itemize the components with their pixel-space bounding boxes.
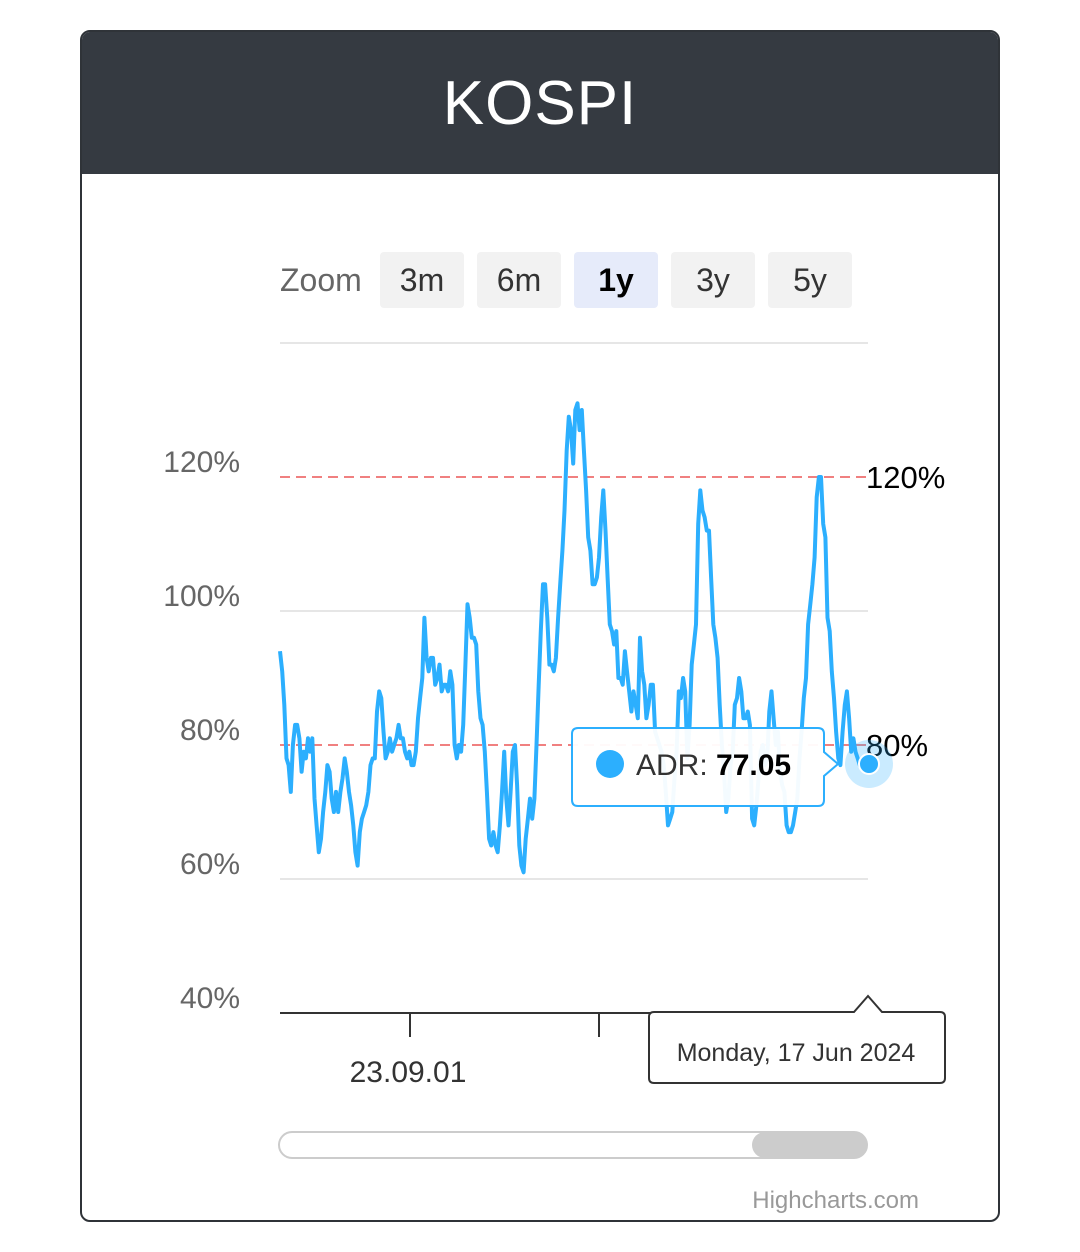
tooltip-series-name: ADR — [636, 749, 699, 782]
value-tooltip: ADR: 77.05 — [571, 727, 840, 807]
zoom-button-label: 3y — [696, 262, 730, 298]
y-tick-label: 120% — [163, 446, 240, 479]
tooltip-box — [571, 727, 840, 807]
tooltip-value: 77.05 — [716, 749, 791, 782]
x-tick-label: 23.09.01 — [350, 1056, 467, 1089]
y-tick-label: 60% — [180, 848, 240, 881]
zoom-button-6m[interactable] — [477, 252, 561, 308]
zoom-button-label: 1y — [598, 262, 634, 298]
tooltip-text: ADR: 77.05 — [636, 749, 791, 782]
zoom-button-1y[interactable] — [574, 252, 658, 308]
hover-point-marker[interactable] — [858, 753, 880, 775]
tooltip-series-dot — [596, 750, 624, 778]
y-tick-label: 80% — [180, 714, 240, 747]
scrollbar-thumb[interactable] — [752, 1132, 867, 1158]
zoom-button-label: 3m — [400, 262, 444, 298]
y-tick-label: 100% — [163, 580, 240, 613]
plot-line-label: 120% — [866, 460, 945, 495]
y-tick-label: 40% — [180, 982, 240, 1015]
date-label-text: Monday, 17 Jun 2024 — [677, 1039, 916, 1067]
zoom-button-label: 5y — [793, 262, 827, 298]
chart-card: KOSPI — [80, 30, 1000, 1222]
zoom-button-label: 6m — [497, 262, 541, 298]
date-label: Monday, 17 Jun 2024 — [648, 994, 946, 1084]
date-label-box — [648, 994, 946, 1084]
zoom-button-5y[interactable] — [768, 252, 852, 308]
zoom-button-3m[interactable] — [380, 252, 464, 308]
chart-title: KOSPI — [82, 32, 998, 174]
zoom-buttons: 3m 6m 1y 3y 5y — [380, 252, 852, 308]
highcharts-credit-link[interactable]: Highcharts.com — [752, 1187, 919, 1214]
y-axis-labels: 120% 100% 80% 60% 40% — [163, 446, 240, 1015]
zoom-button-3y[interactable] — [671, 252, 755, 308]
grid-lines — [280, 342, 868, 880]
zoom-label: Zoom — [280, 262, 362, 298]
